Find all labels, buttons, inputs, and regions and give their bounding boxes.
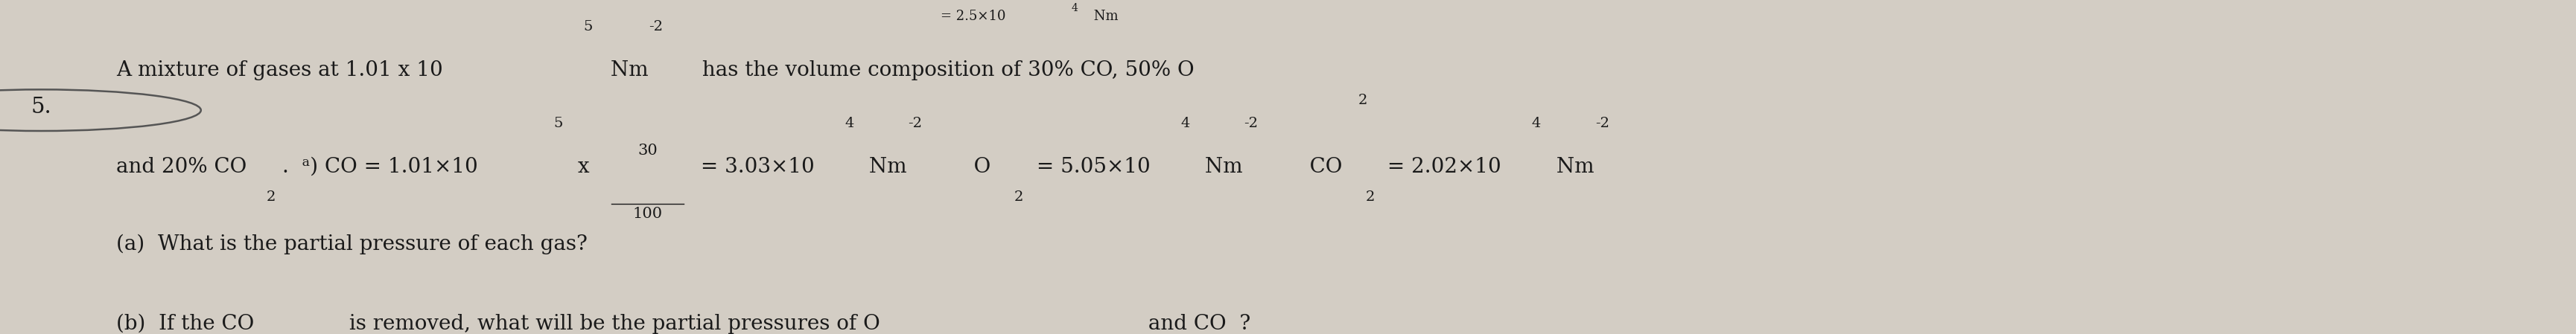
Text: 2: 2 xyxy=(268,190,276,204)
Text: 2: 2 xyxy=(1358,94,1368,107)
Text: 4: 4 xyxy=(1180,117,1190,130)
Text: -2: -2 xyxy=(649,20,662,33)
Text: Nm: Nm xyxy=(1090,10,1118,23)
Text: (b)  If the CO: (b) If the CO xyxy=(116,314,255,334)
Text: = 3.03×10: = 3.03×10 xyxy=(693,157,814,177)
Text: and CO  ?: and CO ? xyxy=(1141,314,1249,334)
Text: 30: 30 xyxy=(636,144,657,158)
Text: 100: 100 xyxy=(634,207,662,221)
Text: Nm: Nm xyxy=(1198,157,1244,177)
Text: is removed, what will be the partial pressures of O: is removed, what will be the partial pre… xyxy=(343,314,881,334)
Text: Nm: Nm xyxy=(1551,157,1595,177)
Text: Nm: Nm xyxy=(603,60,649,80)
Text: 2: 2 xyxy=(1365,190,1376,204)
Text: -2: -2 xyxy=(1595,117,1610,130)
Text: O: O xyxy=(953,157,992,177)
Text: -2: -2 xyxy=(1244,117,1257,130)
Text: = 2.5×10: = 2.5×10 xyxy=(940,10,1005,23)
Text: 5.: 5. xyxy=(31,97,52,117)
Text: has the volume composition of 30% CO, 50% O: has the volume composition of 30% CO, 50… xyxy=(696,60,1193,80)
Text: and 20% CO: and 20% CO xyxy=(116,157,247,177)
Text: (a)  What is the partial pressure of each gas?: (a) What is the partial pressure of each… xyxy=(116,234,587,254)
Text: = 2.02×10: = 2.02×10 xyxy=(1381,157,1502,177)
Text: x: x xyxy=(572,157,595,177)
Text: = 5.05×10: = 5.05×10 xyxy=(1030,157,1151,177)
Text: Nm: Nm xyxy=(863,157,907,177)
Text: -2: -2 xyxy=(907,117,922,130)
Text: 4: 4 xyxy=(1533,117,1540,130)
Text: 5: 5 xyxy=(554,117,562,130)
Text: A mixture of gases at 1.01 x 10: A mixture of gases at 1.01 x 10 xyxy=(116,60,443,80)
Text: 4: 4 xyxy=(845,117,853,130)
Text: 5: 5 xyxy=(582,20,592,33)
Text: CO: CO xyxy=(1291,157,1342,177)
Text: .  ᵃ) CO = 1.01×10: . ᵃ) CO = 1.01×10 xyxy=(283,157,477,177)
Text: 2: 2 xyxy=(1015,190,1023,204)
Text: 4: 4 xyxy=(1072,3,1079,14)
